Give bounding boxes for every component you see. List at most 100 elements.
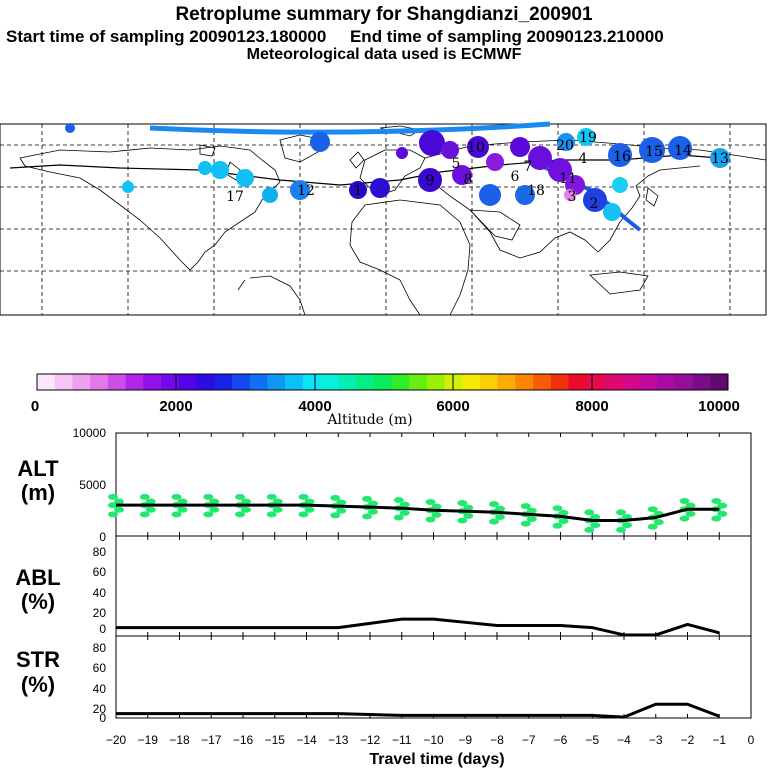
x-tick-labels: −20 −19 −18 −17 −16 −15 −14 −13 −12 −11 −10 −9 −8 −7−… [106, 733, 755, 747]
alt-particle [711, 497, 722, 504]
alt-label: ALT [17, 456, 59, 481]
colorbar-swatch [409, 374, 428, 390]
colorbar-swatch [586, 374, 605, 390]
plume-blob [515, 185, 535, 205]
alt-particle [177, 506, 188, 513]
abl-unit: (%) [21, 589, 55, 614]
alt-particle [679, 515, 690, 522]
alt-particle [526, 507, 537, 514]
alt-particle [145, 498, 156, 505]
colorbar-swatch [125, 374, 144, 390]
day-label: 11 [559, 171, 577, 187]
x-tick-label: −9 [458, 733, 472, 747]
alt-scatter [108, 493, 728, 533]
x-tick-label: −2 [681, 733, 695, 747]
alt-particle [241, 506, 251, 513]
plume-blob [370, 178, 390, 198]
day-label: 16 [613, 149, 631, 165]
colorbar-swatch [355, 374, 375, 390]
alt-particle [616, 526, 626, 533]
alt-particle [685, 502, 696, 509]
alt-particle [552, 505, 563, 512]
cb-tick-1: 2000 [159, 398, 192, 415]
abl-ytick: 80 [93, 545, 107, 559]
plume-blob [65, 123, 75, 133]
colorbar-swatch [444, 374, 463, 390]
colorbar-swatch [426, 374, 446, 390]
colorbar-swatch [54, 374, 73, 390]
alt-particle [520, 503, 531, 510]
colorbar-frame [36, 373, 729, 391]
alt-particle [495, 505, 505, 512]
alt-particle [425, 516, 436, 523]
day-label: 9 [426, 173, 435, 189]
plume-blob [262, 187, 278, 203]
str-ytick: 80 [93, 641, 107, 655]
end-time: End time of sampling 20090123.210000 [349, 27, 664, 46]
x-tick-label: −8 [490, 733, 504, 747]
colorbar-swatch [267, 374, 286, 390]
day-label: 15 [645, 144, 663, 160]
abl-ytick: 0 [99, 622, 106, 636]
alt-particle [457, 500, 468, 507]
alt-particle [590, 522, 601, 529]
plume-blobs [65, 123, 730, 221]
plume-blob [349, 181, 367, 199]
alt-particle [272, 498, 283, 505]
alt-particle [489, 501, 499, 508]
colorbar-swatch [479, 374, 499, 390]
abl-label: ABL [15, 565, 60, 590]
colorbar-swatch [37, 374, 56, 390]
plume-blob [441, 141, 459, 159]
alt-particle [647, 506, 658, 513]
alt-particle [139, 511, 150, 518]
alt-particle [584, 509, 595, 516]
alt-particle [266, 511, 277, 518]
abl-ytick: 20 [93, 606, 107, 620]
day-label: 12 [297, 183, 315, 199]
day-label: 8 [464, 172, 473, 188]
day-label: 7 [524, 159, 533, 175]
alt-particle [463, 504, 474, 511]
day-label: 3 [568, 189, 577, 205]
plume-blob [396, 147, 408, 159]
colorbar-swatch [249, 374, 268, 390]
colorbar-swatch [302, 374, 321, 390]
alt-particle [717, 510, 728, 517]
colorbar-swatch [692, 374, 711, 390]
plume-blob [668, 136, 692, 160]
alt-particle [235, 511, 245, 518]
colorbar-swatch [568, 374, 587, 390]
alt-particle [304, 506, 315, 513]
alt-ytick: 10000 [73, 426, 107, 440]
alt-ytick: 5000 [79, 478, 106, 492]
plume-blob [612, 177, 628, 193]
series-lines [116, 503, 720, 719]
alt-particle [431, 511, 442, 518]
alt-particle [616, 509, 626, 516]
alt-particle [114, 498, 124, 505]
alt-particle [431, 503, 442, 510]
plume-blob [310, 132, 330, 152]
colorbar-swatch [462, 374, 481, 390]
met-data-label: Meteorological data used is ECMWF [246, 46, 522, 63]
alt-particle [304, 498, 315, 505]
plume-blob [577, 128, 595, 146]
abl-ytick: 60 [93, 565, 107, 579]
alt-particle [266, 493, 277, 500]
plume-blob [583, 188, 607, 212]
str-ytick: 60 [93, 661, 107, 675]
plume-blob [211, 161, 229, 179]
colorbar-swatch [550, 374, 570, 390]
cb-tick-2: 4000 [298, 398, 331, 415]
alt-ytick: 0 [99, 530, 106, 544]
alt-particle [495, 513, 505, 520]
str-ytick: 40 [93, 682, 107, 696]
plume-blob [452, 165, 472, 185]
plume-blob [510, 137, 530, 157]
colorbar-swatch [533, 374, 552, 390]
x-axis-title: Travel time (days) [369, 751, 504, 768]
start-time: Start time of sampling 20090123.180000 [6, 27, 327, 46]
alt-particle [298, 511, 309, 518]
